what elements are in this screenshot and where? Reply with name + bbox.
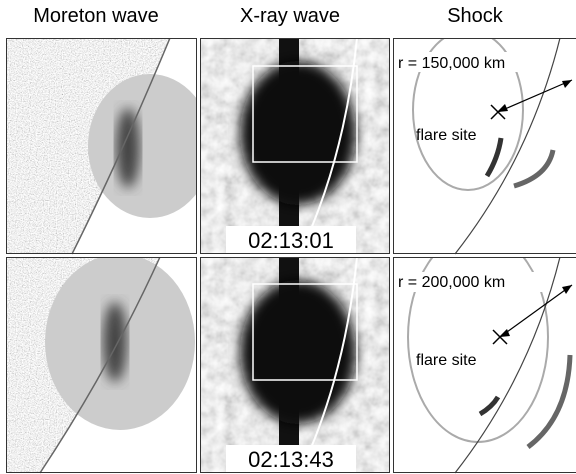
xray-blob bbox=[240, 280, 356, 424]
limb bbox=[454, 257, 561, 474]
figure-row: 02:13:01 r = 150,000 km flare site bbox=[6, 38, 576, 255]
panel-border bbox=[200, 257, 390, 473]
timestamp: 02:13:43 bbox=[248, 447, 334, 472]
xray-blob bbox=[240, 61, 356, 205]
radius-label: r = 200,000 km bbox=[398, 274, 505, 291]
shock-arc-dark bbox=[484, 137, 504, 178]
shock-arc-dark bbox=[478, 395, 501, 417]
flare-site-label: flare site bbox=[416, 127, 477, 144]
moreton-panel bbox=[6, 257, 197, 474]
shock-panel: r = 150,000 km flare site bbox=[393, 38, 576, 255]
dark-patch bbox=[116, 108, 140, 188]
figure-row: 02:13:43 r = 200,000 km flare site bbox=[6, 257, 576, 474]
arrow-head bbox=[562, 80, 572, 88]
shock-arc-gray bbox=[513, 149, 556, 189]
xray-panel: 02:13:43 bbox=[200, 257, 390, 474]
column-header: Shock bbox=[447, 5, 504, 27]
arrow-head bbox=[500, 329, 510, 337]
fov-box bbox=[252, 65, 358, 163]
limb bbox=[71, 38, 171, 255]
wave-disk bbox=[88, 74, 197, 218]
panel-bg bbox=[393, 38, 576, 254]
label-bg bbox=[396, 52, 546, 72]
panel-border bbox=[6, 38, 197, 254]
xray-panel: 02:13:01 bbox=[200, 38, 390, 255]
fov-box bbox=[252, 283, 358, 381]
timestamp: 02:13:01 bbox=[248, 228, 334, 253]
radius-label: r = 150,000 km bbox=[398, 55, 505, 72]
arrow-head bbox=[562, 285, 572, 294]
moreton-panel bbox=[6, 38, 197, 255]
flare-site-label: flare site bbox=[416, 352, 477, 369]
time-bg bbox=[226, 445, 356, 473]
radius-arrow bbox=[499, 284, 573, 338]
limb bbox=[39, 257, 161, 474]
panel-border bbox=[393, 257, 576, 473]
panel-border bbox=[393, 38, 576, 254]
arrow-head bbox=[498, 104, 508, 112]
shock-panel: r = 200,000 km flare site bbox=[393, 257, 576, 474]
limb bbox=[454, 38, 561, 255]
panel-border bbox=[200, 38, 390, 254]
time-bg bbox=[226, 226, 356, 254]
panel-border bbox=[6, 257, 197, 473]
shock-front bbox=[412, 38, 524, 191]
label-bg bbox=[396, 272, 546, 292]
shock-arc-gray bbox=[526, 354, 573, 449]
dark-patch bbox=[103, 302, 127, 382]
radius-arrow bbox=[497, 79, 573, 113]
column-header: Moreton wave bbox=[33, 5, 159, 27]
column-header: X-ray wave bbox=[240, 5, 340, 27]
